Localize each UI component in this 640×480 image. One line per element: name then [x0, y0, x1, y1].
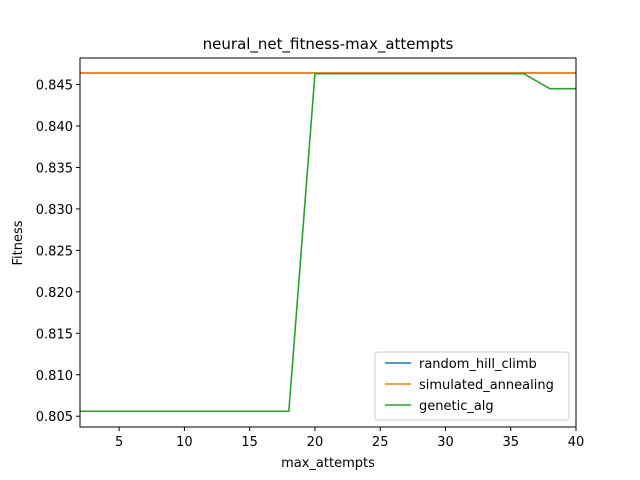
x-tick-label: 15: [241, 435, 258, 450]
y-tick-label: 0.805: [36, 410, 73, 425]
y-tick-label: 0.810: [36, 369, 73, 384]
y-tick-label: 0.830: [36, 203, 73, 218]
y-tick-label: 0.835: [36, 161, 73, 176]
x-tick-label: 5: [115, 435, 123, 450]
legend: random_hill_climb simulated_annealinggene…: [374, 351, 570, 421]
chart-title: neural_net_fitness-max_attempts: [203, 35, 454, 54]
x-tick-label: 25: [372, 435, 389, 450]
series-line-genetic-alg: [80, 72, 576, 413]
y-axis-label: Fitness: [11, 220, 26, 265]
y-tick-label: 0.845: [36, 79, 73, 94]
plot-frame: [79, 57, 577, 428]
x-tick-label: 35: [502, 435, 519, 450]
legend-label: simulated_annealing: [419, 378, 554, 393]
x-axis-label: max_attempts: [281, 456, 375, 471]
x-axis-ticks: 5 10 15 20 25 30 35 40: [115, 427, 584, 450]
x-tick-label: 30: [437, 435, 454, 450]
y-tick-label: 0.840: [36, 120, 73, 135]
legend-frame: [374, 351, 570, 421]
x-tick-label: 40: [568, 435, 585, 450]
y-tick-label: 0.815: [36, 327, 73, 342]
legend-label: genetic_alg: [419, 399, 494, 414]
legend-entries: random_hill_climb simulated_annealinggene…: [385, 357, 554, 414]
y-axis-ticks: 0.805 0.810 0.815 0.820 0.825 0.830 0.835 0.840…: [36, 79, 80, 425]
y-tick-label: 0.825: [36, 244, 73, 259]
legend-label: random_hill_climb: [419, 357, 537, 372]
y-tick-label: 0.820: [36, 286, 73, 301]
x-tick-label: 20: [307, 435, 324, 450]
series-lines: [80, 72, 576, 413]
x-tick-label: 10: [176, 435, 193, 450]
